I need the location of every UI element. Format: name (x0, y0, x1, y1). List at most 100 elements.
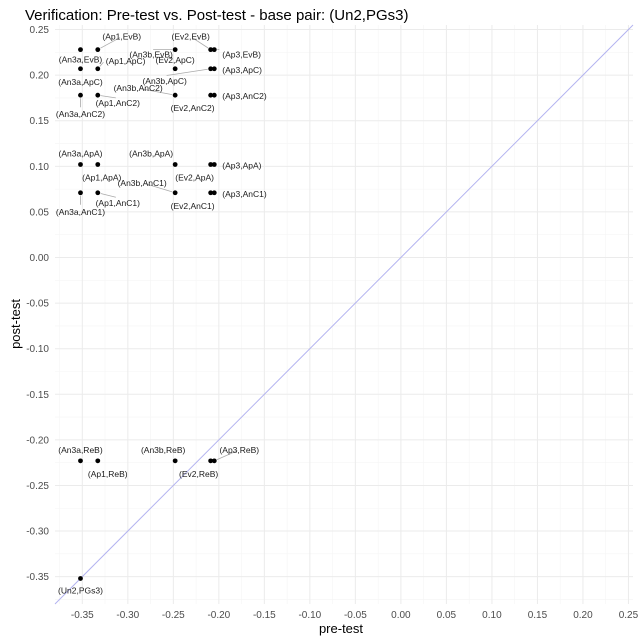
data-point (211, 47, 217, 53)
leader-line (100, 193, 116, 198)
y-tick-label: 0.25 (30, 25, 50, 36)
point-label: (Ap3,ApA) (222, 161, 261, 171)
data-point (78, 66, 83, 72)
point-label: (Ap1,EvB) (102, 32, 141, 42)
point-label: (Ap3,AnC1) (222, 189, 267, 199)
y-tick-label: 0.05 (30, 207, 50, 218)
data-point (208, 66, 214, 72)
point-label: (An3a,ApA) (59, 149, 103, 159)
y-axis-tick-labels: -0.35 -0.30 -0.25 -0.20 -0.15 -0.10 -0.05 0.00 0… (26, 25, 49, 583)
x-tick-label: -0.30 (116, 610, 139, 621)
data-point-labels: (Ap1,EvB) (Ev2,EvB) (An3b,EvB) (Ap3,EvB) (An… (56, 32, 267, 596)
data-point (78, 92, 83, 98)
point-label: (An3b,AnC1) (118, 178, 167, 188)
data-point (95, 66, 101, 72)
x-tick-label: -0.35 (71, 610, 94, 621)
x-tick-label: -0.10 (298, 610, 321, 621)
point-label: (Ev2,AnC1) (171, 201, 215, 211)
leader-line (100, 95, 116, 99)
point-label: (Ap1,ReB) (88, 469, 128, 479)
y-tick-label: -0.25 (26, 481, 49, 492)
minor-gridlines (55, 25, 633, 604)
point-label: (Ap1,AnC1) (96, 198, 141, 208)
data-point (208, 47, 214, 53)
y-axis-label: post-test (8, 299, 23, 349)
point-label: (An3b,AnC2) (114, 83, 163, 93)
data-point (172, 162, 178, 167)
data-point (95, 162, 101, 167)
data-point (78, 162, 83, 167)
point-label: (Ev2,ReB) (179, 469, 218, 479)
data-point (211, 458, 217, 464)
x-tick-label: 0.10 (482, 610, 502, 621)
leader-line (216, 450, 238, 461)
y-tick-label: -0.10 (26, 344, 49, 355)
data-point (208, 458, 214, 464)
point-label: (An3b,ApA) (129, 149, 173, 159)
x-axis-label: pre-test (319, 621, 363, 636)
data-point (172, 92, 178, 98)
x-tick-label: 0.05 (437, 610, 457, 621)
data-point (95, 458, 101, 464)
y-tick-label: -0.15 (26, 390, 49, 401)
leader-line (140, 88, 173, 96)
x-tick-label: -0.05 (344, 610, 367, 621)
x-tick-label: -0.15 (253, 610, 276, 621)
y-tick-label: 0.20 (30, 71, 50, 82)
point-label: (An3a,AnC2) (56, 109, 105, 119)
reference-line-y-equals-x (54, 24, 634, 605)
point-label: (Ev2,AnC2) (171, 103, 215, 113)
data-point (211, 92, 217, 98)
leader-line (100, 37, 121, 49)
data-point (78, 47, 83, 53)
leader-line (192, 37, 209, 49)
point-label: (Un2,PGs3) (58, 585, 103, 595)
data-point (211, 162, 217, 167)
y-tick-label: 0.10 (30, 162, 50, 173)
x-tick-label: 0.15 (528, 610, 548, 621)
y-tick-label: -0.30 (26, 527, 49, 538)
y-tick-label: 0.15 (30, 116, 50, 127)
x-tick-label: -0.25 (162, 610, 185, 621)
x-axis-tick-labels: -0.35 -0.30 -0.25 -0.20 -0.15 -0.10 -0.05 0.00 0… (71, 610, 639, 621)
point-label: (Ev2,EvB) (172, 32, 210, 42)
x-tick-label: 0.20 (573, 610, 593, 621)
data-point (95, 190, 101, 196)
y-tick-label: -0.05 (26, 299, 49, 310)
point-label: (An3b,ReB) (141, 445, 186, 455)
point-label: (Ap1,ApC) (106, 56, 146, 66)
point-label: (Ap3,EvB) (222, 50, 261, 60)
data-point (211, 190, 217, 196)
point-label: (Ap1,ApA) (82, 173, 121, 183)
point-label: (Ev2,ApC) (156, 55, 195, 65)
label-leader-lines (80, 37, 238, 461)
data-point (172, 190, 178, 196)
data-point (78, 190, 83, 196)
x-tick-label: -0.20 (207, 610, 230, 621)
data-point (78, 576, 83, 581)
data-point (208, 92, 214, 98)
y-tick-label: -0.20 (26, 435, 49, 446)
point-label: (Ap1,AnC2) (96, 98, 141, 108)
point-label: (An3a,ApC) (58, 77, 103, 87)
point-label: (An3a,ReB) (58, 445, 103, 455)
data-points (78, 47, 217, 581)
data-point (172, 47, 178, 53)
point-label: (An3a,AnC1) (56, 207, 105, 217)
point-label: (An3b,ApC) (142, 76, 187, 86)
leader-line (166, 68, 208, 76)
data-point (78, 458, 83, 464)
x-tick-label: 0.25 (619, 610, 639, 621)
data-point (95, 92, 101, 98)
point-label: (Ap3,ReB) (219, 445, 259, 455)
leader-line (99, 62, 104, 67)
major-gridlines (55, 25, 633, 604)
y-tick-label: -0.35 (26, 572, 49, 583)
y-tick-label: 0.00 (30, 253, 50, 264)
data-point (211, 66, 217, 72)
point-label: (Ap3,ApC) (222, 65, 262, 75)
data-point (208, 162, 214, 167)
point-label: (An3a,EvB) (59, 55, 103, 65)
